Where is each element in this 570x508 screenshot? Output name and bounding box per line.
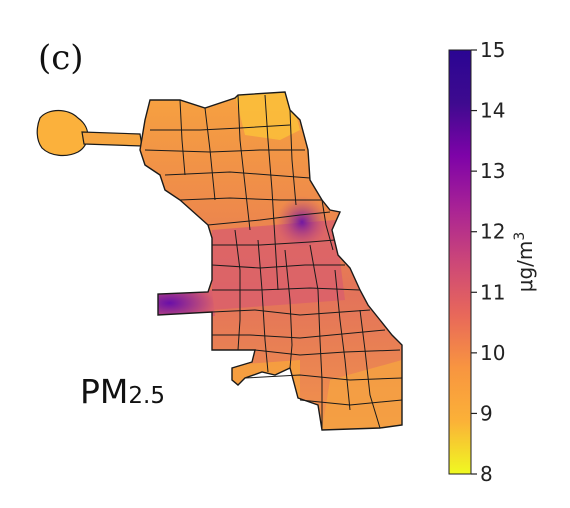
colorbar-unit: μg/m3	[512, 232, 537, 293]
colorbar-ticks: 8 9 10 11 12 13 14 15	[471, 38, 505, 486]
pollutant-subscript: 2.5	[128, 383, 165, 409]
pollutant-label: PM2.5	[80, 372, 165, 411]
colorbar-tick-label: 13	[480, 159, 505, 183]
colorbar-tick-label: 11	[480, 280, 505, 304]
community-boundaries	[139, 91, 403, 431]
colorbar-tick-label: 15	[480, 38, 505, 62]
panel-label: (c)	[38, 38, 84, 78]
colorbar-tick-label: 14	[480, 99, 505, 123]
colorbar-tick-label: 8	[480, 462, 493, 486]
colorbar-tick-label: 9	[480, 401, 493, 425]
pollutant-base: PM	[80, 372, 129, 411]
colorbar-tick-label: 10	[480, 341, 505, 365]
colorbar-bar	[448, 49, 472, 475]
colorbar-tick-label: 12	[480, 220, 505, 244]
colorbar-unit-exp: 3	[512, 232, 528, 241]
